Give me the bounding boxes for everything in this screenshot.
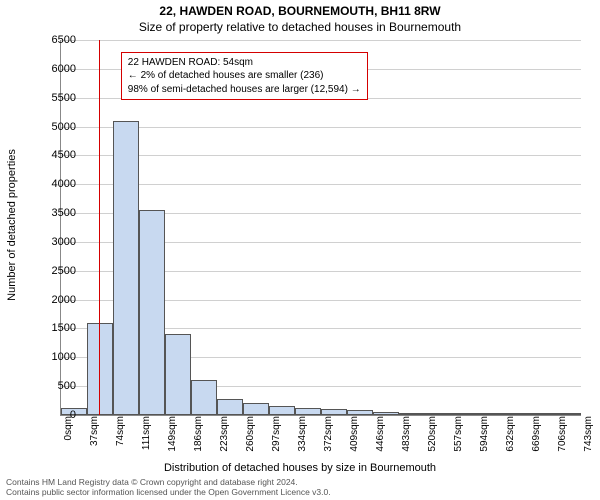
ytick-label: 2500 <box>36 265 76 277</box>
chart-plot-area: 22 HAWDEN ROAD: 54sqm← 2% of detached ho… <box>60 40 581 416</box>
gridline-h <box>61 184 581 185</box>
callout-line-2: ← 2% of detached houses are smaller (236… <box>128 69 361 83</box>
ytick-label: 6500 <box>36 34 76 46</box>
footer-attribution: Contains HM Land Registry data © Crown c… <box>6 478 331 498</box>
xtick-label: 74sqm <box>115 416 126 461</box>
xtick-label: 372sqm <box>323 416 334 461</box>
histogram-bar <box>139 210 165 415</box>
histogram-bar <box>269 406 295 415</box>
chart-title-main: 22, HAWDEN ROAD, BOURNEMOUTH, BH11 8RW <box>0 4 600 18</box>
xtick-label: 149sqm <box>167 416 178 461</box>
xtick-label: 223sqm <box>219 416 230 461</box>
ytick-label: 4000 <box>36 178 76 190</box>
x-axis-label: Distribution of detached houses by size … <box>0 462 600 474</box>
xtick-label: 632sqm <box>505 416 516 461</box>
gridline-h <box>61 155 581 156</box>
ytick-label: 1500 <box>36 322 76 334</box>
xtick-label: 37sqm <box>89 416 100 461</box>
ytick-label: 3500 <box>36 207 76 219</box>
footer-line-2: Contains public sector information licen… <box>6 488 331 498</box>
y-axis-label: Number of detached properties <box>6 73 18 225</box>
ytick-label: 3000 <box>36 236 76 248</box>
xtick-label: 743sqm <box>583 416 594 461</box>
xtick-label: 0sqm <box>63 416 74 461</box>
xtick-label: 520sqm <box>427 416 438 461</box>
property-marker-line <box>99 40 100 415</box>
histogram-bar <box>113 121 139 415</box>
ytick-label: 2000 <box>36 294 76 306</box>
callout-line-1: 22 HAWDEN ROAD: 54sqm <box>128 56 361 70</box>
xtick-label: 594sqm <box>479 416 490 461</box>
xtick-label: 557sqm <box>453 416 464 461</box>
ytick-label: 4500 <box>36 149 76 161</box>
chart-title-sub: Size of property relative to detached ho… <box>0 20 600 34</box>
xtick-label: 260sqm <box>245 416 256 461</box>
ytick-label: 500 <box>36 380 76 392</box>
histogram-bar <box>165 334 191 415</box>
xtick-label: 334sqm <box>297 416 308 461</box>
histogram-bar <box>243 403 269 415</box>
ytick-label: 5000 <box>36 121 76 133</box>
xtick-label: 483sqm <box>401 416 412 461</box>
gridline-h <box>61 40 581 41</box>
xtick-label: 446sqm <box>375 416 386 461</box>
property-callout: 22 HAWDEN ROAD: 54sqm← 2% of detached ho… <box>121 52 368 101</box>
ytick-label: 1000 <box>36 351 76 363</box>
xtick-label: 706sqm <box>557 416 568 461</box>
histogram-bar <box>191 380 217 415</box>
callout-line-3: 98% of semi-detached houses are larger (… <box>128 83 361 97</box>
x-axis-ticks: 0sqm 37sqm 74sqm 111sqm 149sqm 186sqm 223sqm 26… <box>60 415 580 460</box>
histogram-bar <box>295 408 321 415</box>
xtick-label: 669sqm <box>531 416 542 461</box>
xtick-label: 186sqm <box>193 416 204 461</box>
xtick-label: 409sqm <box>349 416 360 461</box>
xtick-label: 297sqm <box>271 416 282 461</box>
ytick-label: 5500 <box>36 92 76 104</box>
histogram-bar <box>87 323 113 415</box>
histogram-bar <box>217 399 243 415</box>
ytick-label: 6000 <box>36 63 76 75</box>
xtick-label: 111sqm <box>141 416 152 461</box>
gridline-h <box>61 127 581 128</box>
